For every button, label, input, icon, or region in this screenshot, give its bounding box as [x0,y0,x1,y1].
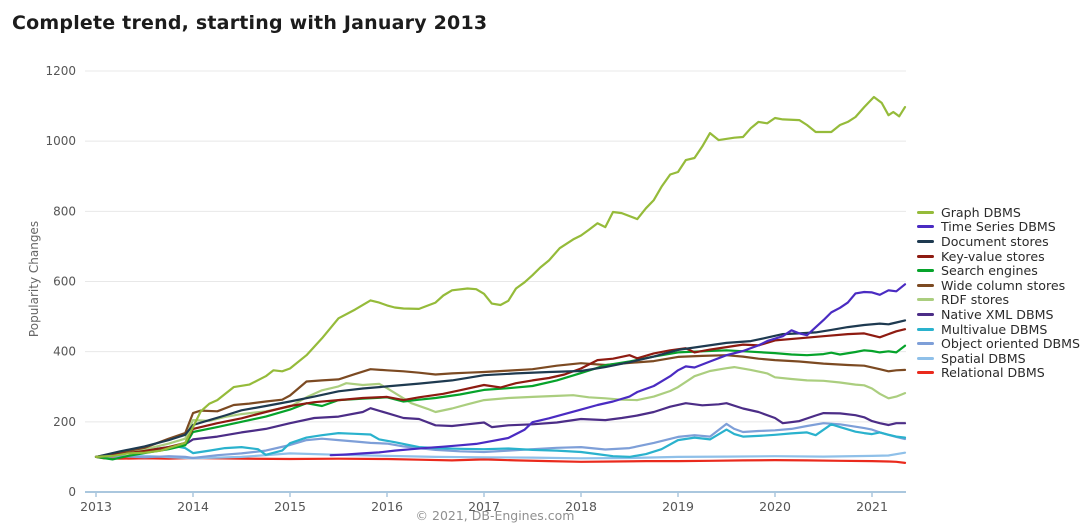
legend-label: Graph DBMS [941,204,1021,220]
legend-label: RDF stores [941,292,1010,308]
legend-item-time-series-dbms: Time Series DBMS [917,219,1080,235]
legend-swatch-native-xml-dbms [917,312,934,316]
legend-item-document-stores: Document stores [917,234,1080,249]
legend-item-relational-dbms: Relational DBMS [917,365,1080,381]
series-line-search-engines [94,344,907,461]
legend-item-multivalue-dbms: Multivalue DBMS [917,322,1080,337]
y-tick-label-200: 200 [53,415,76,429]
copyright-footer: © 2021, DB-Engines.com [415,508,575,523]
series-line-spatial-dbms [94,451,907,460]
y-tick-label-400: 400 [53,345,76,359]
legend-label: Wide column stores [941,277,1066,293]
legend-swatch-spatial-dbms [917,356,934,360]
series-line-document-stores [94,319,907,458]
x-tick-label-2013: 2013 [80,499,112,514]
series-line-multivalue-dbms [94,423,907,458]
series-line-native-xml-dbms [94,402,907,458]
series-line-rdf-stores [94,366,907,458]
x-tick-label-2016: 2016 [371,499,403,514]
legend-swatch-document-stores [917,239,934,243]
legend-swatch-key-value-stores [917,254,934,258]
legend-label: Search engines [941,263,1038,279]
legend-label: Multivalue DBMS [941,321,1048,337]
legend-label: Document stores [941,233,1049,249]
x-tick-label-2021: 2021 [856,499,888,514]
legend-item-key-value-stores: Key-value stores [917,249,1080,264]
x-tick-label-2020: 2020 [759,499,791,514]
x-tick-label-2019: 2019 [662,499,694,514]
y-tick-label-1000: 1000 [45,134,76,148]
legend-item-object-oriented-dbms: Object oriented DBMS [917,336,1080,351]
legend-item-search-engines: Search engines [917,263,1080,278]
y-tick-label-600: 600 [53,275,76,289]
legend-item-spatial-dbms: Spatial DBMS [917,351,1080,366]
chart-legend: Graph DBMS Time Series DBMS Document store… [917,205,1080,380]
x-tick-label-2015: 2015 [274,499,306,514]
legend-label: Object oriented DBMS [941,336,1080,352]
y-tick-label-800: 800 [53,204,76,218]
legend-swatch-wide-column-stores [917,283,934,287]
legend-swatch-graph-dbms [917,210,934,214]
legend-swatch-relational-dbms [917,371,934,375]
series-line-time-series-dbms [329,283,907,457]
x-tick-label-2017: 2017 [468,499,500,514]
legend-item-native-xml-dbms: Native XML DBMS [917,307,1080,322]
legend-label: Native XML DBMS [941,306,1054,322]
legend-swatch-multivalue-dbms [917,327,934,331]
series-line-wide-column-stores [94,354,907,458]
legend-item-rdf-stores: RDF stores [917,292,1080,308]
series-line-key-value-stores [94,328,907,458]
legend-swatch-rdf-stores [917,298,934,302]
legend-item-graph-dbms: Graph DBMS [917,205,1080,220]
legend-label: Spatial DBMS [941,350,1026,366]
series-line-graph-dbms [94,95,907,458]
legend-item-wide-column-stores: Wide column stores [917,278,1080,293]
page-title: Complete trend, starting with January 20… [12,12,488,34]
y-tick-label-0: 0 [68,485,76,499]
x-tick-label-2018: 2018 [565,499,597,514]
legend-swatch-time-series-dbms [917,225,934,229]
series-line-object-oriented-dbms [94,422,907,460]
legend-label: Time Series DBMS [941,219,1056,235]
x-tick-label-2014: 2014 [177,499,209,514]
y-tick-label-1200: 1200 [45,64,76,78]
legend-swatch-search-engines [917,269,934,273]
legend-label: Key-value stores [941,248,1045,264]
legend-swatch-object-oriented-dbms [917,342,934,346]
legend-label: Relational DBMS [941,365,1045,381]
